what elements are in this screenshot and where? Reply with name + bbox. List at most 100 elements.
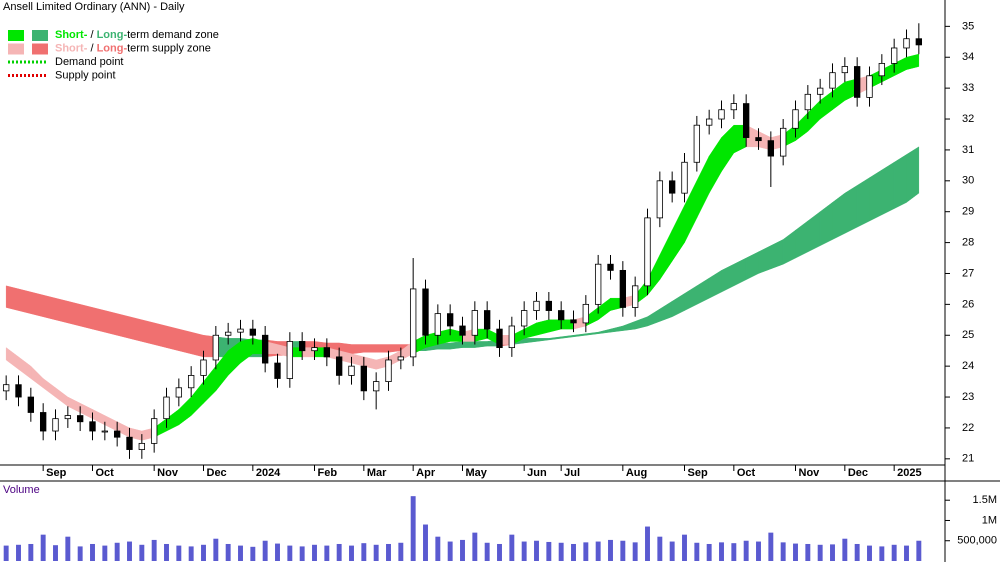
volume-bar [176,545,182,561]
volume-bar [595,541,601,561]
volume-bar [854,543,860,561]
candle-body [446,313,454,327]
candle-body [212,334,220,361]
candle-body [126,436,133,450]
x-tick-label: Oct [737,467,756,479]
candle-body [15,384,22,398]
volume-bar [114,542,120,561]
candle-body [631,285,639,308]
zone-band [42,294,56,321]
zone-band [104,310,118,336]
x-tick-label: Oct [96,467,115,479]
volume-bar [188,546,194,561]
zone-band [881,161,895,216]
volume-bar [472,532,478,561]
zone-band [116,313,130,339]
candle-body [520,310,528,327]
legend-swatch [32,43,48,55]
volume-bar [620,540,626,561]
volume-bar [891,544,897,561]
volume-bar [842,538,848,561]
candle-body [582,303,590,324]
zone-band [129,316,143,342]
x-tick-label: Sep [688,467,708,479]
zone-band [79,304,93,330]
volume-bar [238,545,243,561]
y-tick-label: 500,000 [957,535,997,547]
candle-body [348,365,355,376]
candle-body [594,263,602,305]
volume-bar [509,534,515,561]
candle-body [150,418,158,444]
volume-bar [817,544,823,561]
volume-bar [731,543,737,561]
volume-bar [583,542,589,561]
zone-band [190,331,204,358]
zone-band [30,291,44,318]
candle-body [829,72,836,89]
volume-bar [28,543,34,561]
legend-text: term demand zone [127,29,219,41]
chart-title: Ansell Limited Ordinary (ANN) - Daily [3,1,185,13]
zone-band [67,300,81,327]
candle-body [767,140,775,157]
candle-body [2,384,10,392]
candle-body [187,375,195,389]
volume-bar [225,543,231,561]
candle-body [545,300,553,311]
volume-bar [756,541,761,561]
y-tick-label: 25 [962,329,974,341]
y-tick-label: 33 [962,82,974,94]
zone-band [141,319,155,345]
candle-body [52,418,59,432]
y-tick-label: 22 [962,422,974,434]
legend-swatch [8,30,24,41]
volume-bar [780,542,786,561]
legend-text: Short- [55,42,88,54]
x-tick-label: Mar [367,467,387,479]
candle-body [76,415,84,423]
x-tick-label: 2025 [897,467,921,479]
volume-bar [164,543,169,561]
volume-bar [534,540,539,561]
candle-body [866,75,873,98]
zone-band [906,146,920,203]
volume-bar [386,543,391,561]
candle-body [39,412,47,432]
legend-text: term supply zone [127,42,211,54]
volume-bar [879,546,885,561]
zone-band [462,341,476,348]
x-tick-label: May [466,467,488,479]
candle-body [878,63,886,77]
volume-bar [694,542,700,561]
zone-band [388,344,402,353]
volume-bar [484,542,490,561]
legend-text: Long- [97,29,128,41]
candle-body [903,38,910,49]
x-tick-label: Sep [46,467,66,479]
volume-bar [151,539,157,561]
candle-body [693,124,701,163]
volume-bar [546,541,552,561]
zone-band [178,328,192,355]
candle-body [101,430,109,433]
candle-body [471,310,479,336]
candle-body [200,359,207,376]
volume-bar [571,543,576,561]
candle-body [434,313,442,336]
volume-bar [743,540,749,561]
zone-band [351,344,365,355]
volume-bar [262,540,268,561]
candle-body [755,137,762,142]
candle-body [656,180,664,219]
zone-band [869,169,883,222]
volume-bar [682,534,687,561]
volume-bar [497,543,502,561]
y-tick-label: 24 [962,360,974,372]
y-tick-label: 32 [962,113,974,125]
zone-band [55,297,69,324]
volume-bar [706,543,712,561]
volume-bar [373,544,379,561]
y-tick-label: 28 [962,236,974,248]
legend-swatch [8,43,24,55]
